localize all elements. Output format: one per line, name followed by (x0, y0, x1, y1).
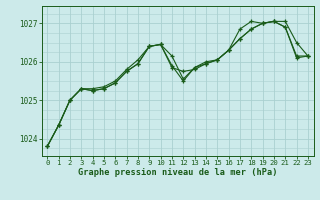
X-axis label: Graphe pression niveau de la mer (hPa): Graphe pression niveau de la mer (hPa) (78, 168, 277, 177)
